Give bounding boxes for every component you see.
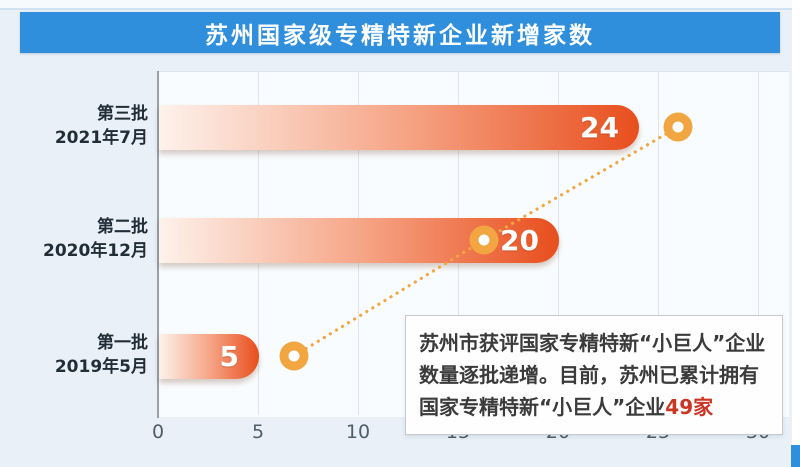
bar-value-label: 24	[580, 110, 619, 144]
x-axis-tick-label: 5	[251, 421, 265, 443]
annotation-text: 苏州市获评国家专精特新“小巨人”企业数量逐批递增。目前，苏州已累计拥有国家专精特…	[419, 331, 766, 419]
category-label: 第三批 2021年7月	[28, 103, 148, 151]
x-axis-tick-label: 0	[151, 421, 165, 443]
gridline	[758, 71, 759, 415]
bar: 20	[159, 217, 559, 263]
x-axis-tick-label: 10	[345, 421, 371, 443]
batch-label: 第一批	[97, 333, 148, 353]
annotation-box: 苏州市获评国家专精特新“小巨人”企业数量逐批递增。目前，苏州已累计拥有国家专精特…	[405, 315, 783, 435]
date-label: 2019年5月	[54, 356, 148, 377]
y-axis-line	[157, 71, 159, 418]
date-label: 2021年7月	[54, 127, 148, 148]
category-label: 第一批 2019年5月	[28, 332, 148, 380]
date-label: 2020年12月	[43, 240, 148, 261]
batch-label: 第二批	[97, 217, 148, 237]
top-edge-strip	[0, 0, 800, 10]
bar-value-label: 20	[500, 223, 539, 257]
right-edge-strip	[792, 0, 800, 467]
title-banner: 苏州国家级专精特新企业新增家数	[20, 12, 780, 53]
corner-accent	[791, 445, 800, 467]
bar: 5	[159, 333, 259, 379]
bar: 24	[159, 104, 639, 150]
bar-value-label: 5	[219, 339, 239, 373]
category-label: 第二批 2020年12月	[28, 216, 148, 264]
batch-label: 第三批	[97, 104, 148, 124]
annotation-highlight: 49家	[665, 395, 714, 419]
chart-title: 苏州国家级专精特新企业新增家数	[205, 22, 595, 49]
